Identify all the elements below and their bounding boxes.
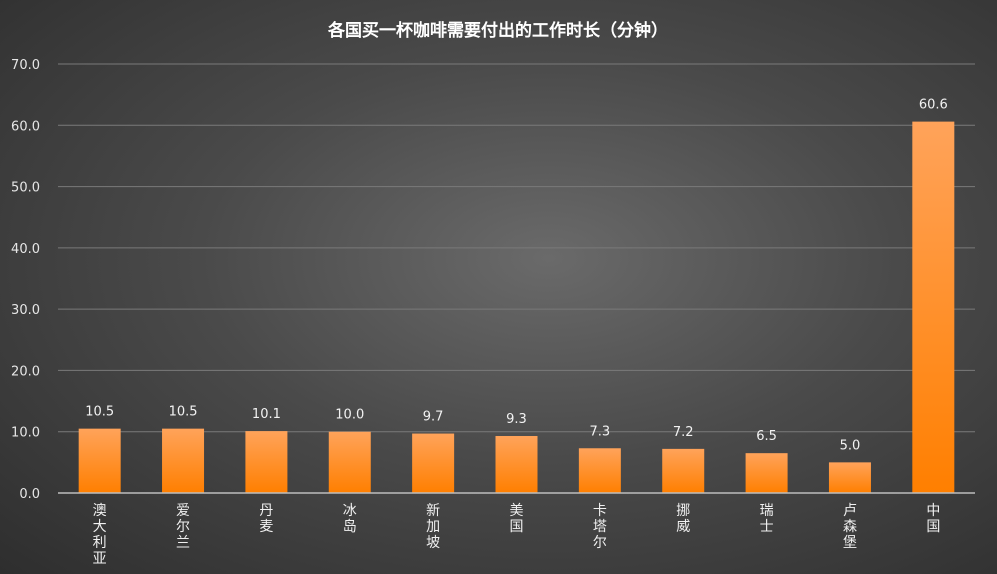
x-tick-label: 丹麦 — [259, 503, 273, 535]
y-tick-label: 70.0 — [11, 58, 40, 73]
data-label: 7.3 — [590, 424, 611, 439]
bar — [578, 448, 621, 493]
data-label: 5.0 — [840, 438, 861, 453]
data-label: 10.5 — [169, 405, 198, 420]
data-label: 10.0 — [335, 408, 364, 423]
data-label: 60.6 — [919, 98, 948, 113]
bar — [495, 436, 538, 493]
y-tick-label: 30.0 — [11, 303, 40, 318]
x-tick-label: 卢森堡 — [843, 503, 857, 551]
x-tick-label: 新加坡 — [426, 503, 440, 551]
bar — [162, 428, 205, 493]
x-tick-label: 卡塔尔 — [593, 503, 607, 551]
data-label: 6.5 — [756, 429, 777, 444]
data-label: 10.1 — [252, 407, 281, 422]
bar — [78, 428, 121, 493]
x-tick-label: 中国 — [926, 503, 940, 535]
x-axis-ticks: 澳大利亚 爱尔兰 丹麦 冰岛 新加坡 美国 卡塔尔 挪威 瑞士 卢森堡 中国 — [93, 503, 941, 567]
y-tick-label: 20.0 — [11, 364, 40, 379]
data-labels: 10.5 10.5 10.1 10.0 9.7 9.3 7.3 7.2 6.5 5.0 60.6 — [85, 98, 948, 454]
x-tick-label: 爱尔兰 — [176, 503, 190, 551]
y-tick-label: 0.0 — [19, 487, 40, 502]
x-tick-label: 冰岛 — [343, 503, 357, 535]
x-tick-label: 澳大利亚 — [93, 503, 107, 567]
data-label: 7.2 — [673, 425, 694, 440]
x-tick-label: 瑞士 — [760, 503, 774, 535]
data-label: 9.3 — [506, 412, 527, 427]
bar — [912, 121, 955, 493]
bars — [78, 121, 955, 493]
chart-title: 各国买一杯咖啡需要付出的工作时长（分钟） — [327, 20, 668, 41]
bar — [412, 433, 455, 493]
x-tick-label: 美国 — [510, 503, 524, 535]
y-tick-label: 50.0 — [11, 181, 40, 196]
y-axis-ticks: 0.0 10.0 20.0 30.0 40.0 50.0 60.0 70.0 — [11, 58, 40, 502]
y-tick-label: 10.0 — [11, 426, 40, 441]
data-label: 10.5 — [85, 405, 114, 420]
bar — [828, 462, 871, 493]
y-tick-label: 60.0 — [11, 119, 40, 134]
bar — [745, 453, 788, 493]
gridlines — [58, 63, 975, 433]
bar — [328, 431, 371, 493]
bar — [662, 448, 705, 493]
x-tick-label: 挪威 — [676, 503, 690, 535]
data-label: 9.7 — [423, 410, 444, 425]
y-tick-label: 40.0 — [11, 242, 40, 257]
bar — [245, 431, 288, 493]
